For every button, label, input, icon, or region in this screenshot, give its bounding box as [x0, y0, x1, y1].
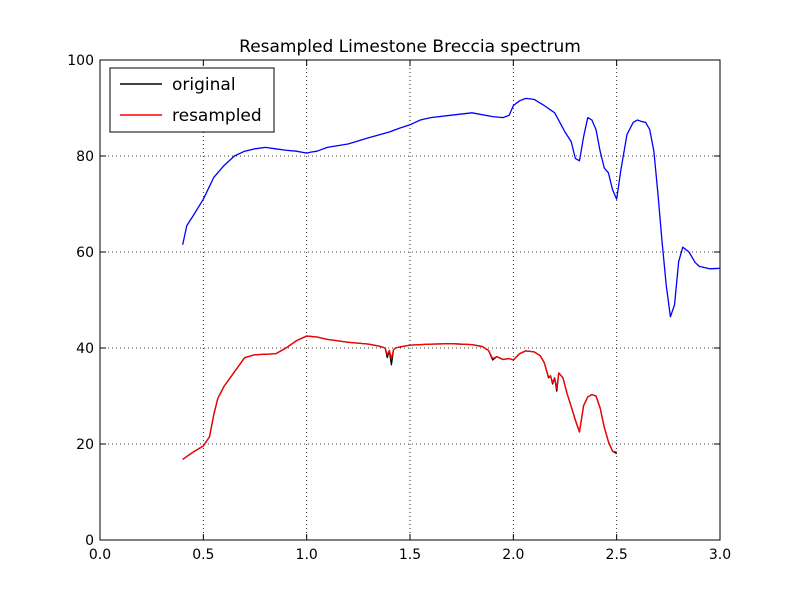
x-tick-label: 1.0 — [296, 547, 318, 563]
x-tick-label: 2.0 — [502, 547, 524, 563]
series-line-unlabeled — [182, 97, 721, 318]
x-tick-label: 1.5 — [399, 547, 421, 563]
series-line-resampled — [182, 335, 617, 460]
chart-title: Resampled Limestone Breccia spectrum — [239, 37, 581, 57]
y-tick-label: 0 — [85, 533, 94, 549]
x-tick-labels: 0.0 0.5 1.0 1.5 2.0 2.5 3.0 — [89, 547, 731, 563]
y-tick-label: 40 — [76, 341, 94, 357]
legend: original resampled — [109, 67, 275, 133]
x-tick-label: 2.5 — [606, 547, 628, 563]
y-tick-label: 80 — [76, 149, 94, 165]
x-tick-label: 0.0 — [89, 547, 111, 563]
y-tick-labels: 0 20 40 60 80 100 — [67, 53, 94, 549]
series-line-original — [182, 335, 617, 460]
y-tick-label: 100 — [67, 53, 94, 69]
y-tick-label: 20 — [76, 437, 94, 453]
plot-area-series — [182, 97, 721, 460]
legend-box — [109, 67, 275, 133]
legend-label-resampled: resampled — [172, 106, 262, 126]
legend-label-original: original — [172, 75, 236, 95]
grid-lines — [100, 60, 720, 540]
x-tick-label: 0.5 — [192, 547, 214, 563]
y-tick-label: 60 — [76, 245, 94, 261]
axis-ticks — [99, 59, 721, 541]
x-tick-label: 3.0 — [709, 547, 731, 563]
